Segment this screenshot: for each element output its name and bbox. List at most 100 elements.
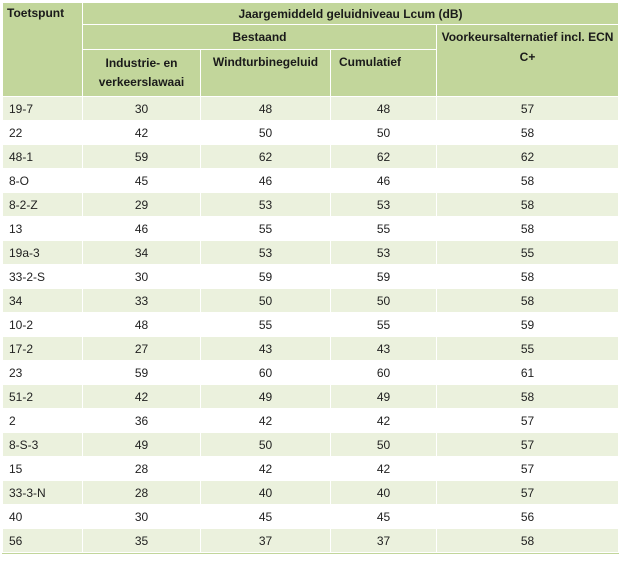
cell-windturbine: 50 [200, 432, 331, 457]
cell-windturbine: 46 [200, 168, 331, 193]
cell-toetspunt: 17-2 [2, 336, 83, 361]
cell-voorkeur: 58 [435, 168, 620, 193]
header-cumulatief: Cumulatief [330, 49, 437, 97]
cell-cumulatief: 53 [330, 192, 437, 217]
cell-voorkeur: 61 [435, 360, 620, 385]
table-row: 19a-3 34 53 53 55 [2, 240, 620, 265]
cell-toetspunt: 23 [2, 360, 83, 385]
cell-industrie: 30 [82, 96, 201, 121]
table-row: 19-7 30 48 48 57 [2, 96, 620, 121]
cell-voorkeur: 58 [435, 120, 620, 145]
table-row: 8-S-3 49 50 50 57 [2, 432, 620, 457]
cell-voorkeur: 58 [435, 216, 620, 241]
cell-cumulatief: 40 [330, 480, 437, 505]
cell-cumulatief: 46 [330, 168, 437, 193]
table-row: 23 59 60 60 61 [2, 360, 620, 385]
cell-cumulatief: 50 [330, 432, 437, 457]
cell-toetspunt: 51-2 [2, 384, 83, 409]
cell-voorkeur: 56 [435, 504, 620, 529]
cell-voorkeur: 55 [435, 336, 620, 361]
cell-toetspunt: 22 [2, 120, 83, 145]
cell-voorkeur: 57 [435, 96, 620, 121]
cell-voorkeur: 59 [435, 312, 620, 337]
cell-windturbine: 55 [200, 216, 331, 241]
cell-windturbine: 53 [200, 192, 331, 217]
cell-voorkeur: 62 [435, 144, 620, 169]
cell-windturbine: 45 [200, 504, 331, 529]
table-row: 34 33 50 50 58 [2, 288, 620, 313]
cell-voorkeur: 58 [435, 528, 620, 553]
cell-voorkeur: 58 [435, 384, 620, 409]
table-row: 40 30 45 45 56 [2, 504, 620, 529]
cell-windturbine: 42 [200, 456, 331, 481]
table-row: 56 35 37 37 58 [2, 528, 620, 553]
cell-cumulatief: 42 [330, 456, 437, 481]
table-row: 2 36 42 42 57 [2, 408, 620, 433]
cell-windturbine: 42 [200, 408, 331, 433]
cell-cumulatief: 37 [330, 528, 437, 553]
cell-cumulatief: 53 [330, 240, 437, 265]
cell-windturbine: 53 [200, 240, 331, 265]
cell-windturbine: 62 [200, 144, 331, 169]
cell-windturbine: 50 [200, 288, 331, 313]
table-row: 22 42 50 50 58 [2, 120, 620, 145]
table-row: 10-2 48 55 55 59 [2, 312, 620, 337]
cell-cumulatief: 43 [330, 336, 437, 361]
header-windturbine: Windturbinegeluid [200, 49, 331, 97]
cell-toetspunt: 56 [2, 528, 83, 553]
cell-industrie: 27 [82, 336, 201, 361]
cell-industrie: 30 [82, 504, 201, 529]
cell-toetspunt: 15 [2, 456, 83, 481]
cell-voorkeur: 57 [435, 456, 620, 481]
cell-toetspunt: 2 [2, 408, 83, 433]
cell-cumulatief: 49 [330, 384, 437, 409]
header-main: Jaargemiddeld geluidniveau Lcum (dB) [81, 2, 620, 25]
cell-windturbine: 40 [200, 480, 331, 505]
cell-industrie: 30 [82, 264, 201, 289]
table-row: 33-2-S 30 59 59 58 [2, 264, 620, 289]
cell-toetspunt: 19-7 [2, 96, 83, 121]
cell-toetspunt: 33-2-S [2, 264, 83, 289]
cell-windturbine: 49 [200, 384, 331, 409]
table-body: 19-7 30 48 48 57 22 42 50 50 58 48-1 59 62 62 62 8-O 45 4… [2, 96, 620, 553]
cell-industrie: 28 [82, 456, 201, 481]
cell-windturbine: 37 [200, 528, 331, 553]
table-row: 15 28 42 42 57 [2, 456, 620, 481]
cell-windturbine: 43 [200, 336, 331, 361]
cell-cumulatief: 50 [330, 120, 437, 145]
cell-windturbine: 60 [200, 360, 331, 385]
cell-industrie: 36 [82, 408, 201, 433]
noise-level-table: Toetspunt Jaargemiddeld geluidniveau Lcu… [2, 2, 620, 553]
table-row: 8-O 45 46 46 58 [2, 168, 620, 193]
cell-industrie: 34 [82, 240, 201, 265]
cell-toetspunt: 40 [2, 504, 83, 529]
cell-industrie: 28 [82, 480, 201, 505]
cell-industrie: 33 [82, 288, 201, 313]
cell-toetspunt: 10-2 [2, 312, 83, 337]
cell-cumulatief: 55 [330, 312, 437, 337]
header-industrie: Industrie- en verkeerslawaai [82, 49, 201, 97]
cell-voorkeur: 57 [435, 432, 620, 457]
cell-cumulatief: 55 [330, 216, 437, 241]
cell-voorkeur: 57 [435, 480, 620, 505]
header-bestaand: Bestaand [82, 24, 437, 50]
cell-voorkeur: 58 [435, 264, 620, 289]
table-row: 33-3-N 28 40 40 57 [2, 480, 620, 505]
cell-industrie: 59 [82, 360, 201, 385]
cell-voorkeur: 57 [435, 408, 620, 433]
cell-toetspunt: 8-O [2, 168, 83, 193]
cell-cumulatief: 59 [330, 264, 437, 289]
cell-industrie: 46 [82, 216, 201, 241]
header-voorkeursalternatief: Voorkeursalternatief incl. ECN C+ [435, 24, 620, 97]
cell-industrie: 35 [82, 528, 201, 553]
table-row: 17-2 27 43 43 55 [2, 336, 620, 361]
cell-toetspunt: 8-S-3 [2, 432, 83, 457]
cell-toetspunt: 8-2-Z [2, 192, 83, 217]
table-row: 13 46 55 55 58 [2, 216, 620, 241]
cell-toetspunt: 33-3-N [2, 480, 83, 505]
cell-industrie: 45 [82, 168, 201, 193]
cell-industrie: 48 [82, 312, 201, 337]
cell-industrie: 42 [82, 384, 201, 409]
cell-cumulatief: 42 [330, 408, 437, 433]
